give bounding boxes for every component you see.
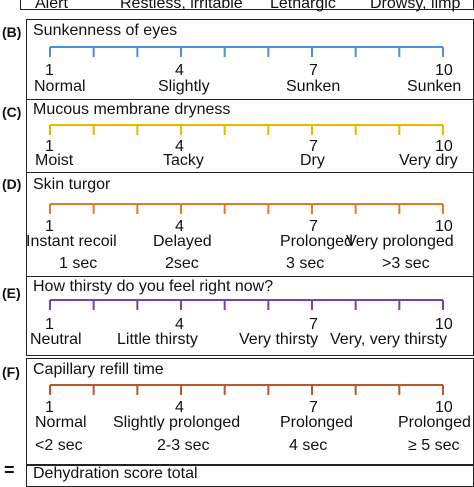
section-e-num-1: 1	[45, 316, 54, 333]
section-e-box	[26, 276, 474, 356]
section-f-label-4: Slightly prolonged	[113, 414, 241, 431]
section-f-box	[26, 358, 474, 465]
section-b-num-7: 7	[309, 62, 318, 79]
section-e-label-4: Little thirsty	[117, 331, 198, 348]
section-d-num-1: 1	[45, 218, 54, 235]
section-b-label-10: Sunken	[407, 78, 462, 95]
section-f-num-1: 1	[45, 399, 54, 416]
section-e-id: (E)	[2, 285, 21, 301]
section-d-num-7: 7	[309, 218, 318, 235]
section-f-num-7: 7	[309, 399, 318, 416]
section-c-num-4: 4	[175, 138, 184, 155]
section-e-label-7: Very thirsty	[239, 331, 319, 348]
section-c-id: (C)	[2, 104, 22, 120]
section-a-label-4: Drowsy, limp	[370, 0, 461, 12]
section-e-label-1: Neutral	[30, 331, 82, 348]
section-e-num-10: 10	[435, 316, 453, 333]
section-d-num-4: 4	[175, 218, 184, 235]
footer-title: Dehydration score total	[33, 465, 198, 482]
section-e-label-10: Very, very thirsty	[330, 331, 448, 348]
section-d-label-1: Instant recoil	[26, 233, 117, 250]
section-f-sublabel-7: 4 sec	[289, 437, 328, 454]
section-b-num-1: 1	[45, 62, 54, 79]
section-c-num-1: 1	[45, 138, 54, 155]
section-d-label-7: Prolonged	[280, 233, 353, 250]
section-b-id: (B)	[2, 24, 22, 40]
section-f-scale	[49, 384, 444, 395]
section-d-num-10: 10	[435, 218, 453, 235]
section-e-scale	[49, 299, 444, 310]
section-e-num-7: 7	[309, 316, 318, 333]
section-d-sublabel-1: 1 sec	[59, 255, 98, 272]
section-d-box	[26, 172, 474, 278]
section-a-label-2: Restless, irritable	[120, 0, 243, 12]
section-c-label-10: Very dry	[399, 152, 458, 169]
section-b-label-1: Normal	[34, 78, 86, 95]
section-b-num-4: 4	[175, 62, 184, 79]
section-d-sublabel-7: 3 sec	[286, 255, 325, 272]
section-f-num-4: 4	[175, 399, 184, 416]
section-b-label-4: Slightly	[158, 78, 210, 95]
section-c-num-7: 7	[309, 138, 318, 155]
section-d-label-10: Very prolonged	[346, 233, 454, 250]
section-c-label-1: Moist	[35, 152, 74, 169]
section-b-num-10: 10	[435, 62, 453, 79]
section-f-sublabel-4: 2-3 sec	[157, 437, 210, 454]
section-f-label-1: Normal	[35, 414, 87, 431]
section-b-scale	[49, 46, 444, 57]
section-f-label-10: Prolonged	[398, 414, 471, 431]
section-f-id: (F)	[2, 364, 20, 380]
section-c-box	[26, 99, 474, 173]
section-c-scale	[49, 124, 444, 135]
section-f-num-10: 10	[435, 399, 453, 416]
section-f-title: Capillary refill time	[33, 361, 164, 378]
section-f-sublabel-1: <2 sec	[35, 437, 83, 454]
section-b-title: Sunkenness of eyes	[33, 22, 178, 39]
section-c-title: Mucous membrane dryness	[33, 101, 231, 118]
section-c-label-7: Dry	[300, 152, 325, 169]
section-c-num-10: 10	[435, 138, 453, 155]
section-d-sublabel-10: >3 sec	[382, 255, 430, 272]
section-d-id: (D)	[2, 176, 22, 192]
section-d-sublabel-4: 2sec	[165, 255, 199, 272]
section-c-label-4: Tacky	[163, 152, 204, 169]
section-d-title: Skin turgor	[33, 176, 111, 193]
section-e-title: How thirsty do you feel right now?	[33, 278, 274, 295]
section-a-label-1: Alert	[35, 0, 68, 12]
section-e-num-4: 4	[175, 316, 184, 333]
section-d-label-4: Delayed	[153, 233, 212, 250]
section-f-sublabel-10: ≥ 5 sec	[408, 437, 460, 454]
section-b-label-7: Sunken	[286, 78, 341, 95]
section-d-scale	[49, 203, 444, 214]
footer-symbol: =	[4, 460, 15, 480]
section-f-label-7: Prolonged	[280, 414, 353, 431]
section-a-label-3: Lethargic	[270, 0, 336, 12]
